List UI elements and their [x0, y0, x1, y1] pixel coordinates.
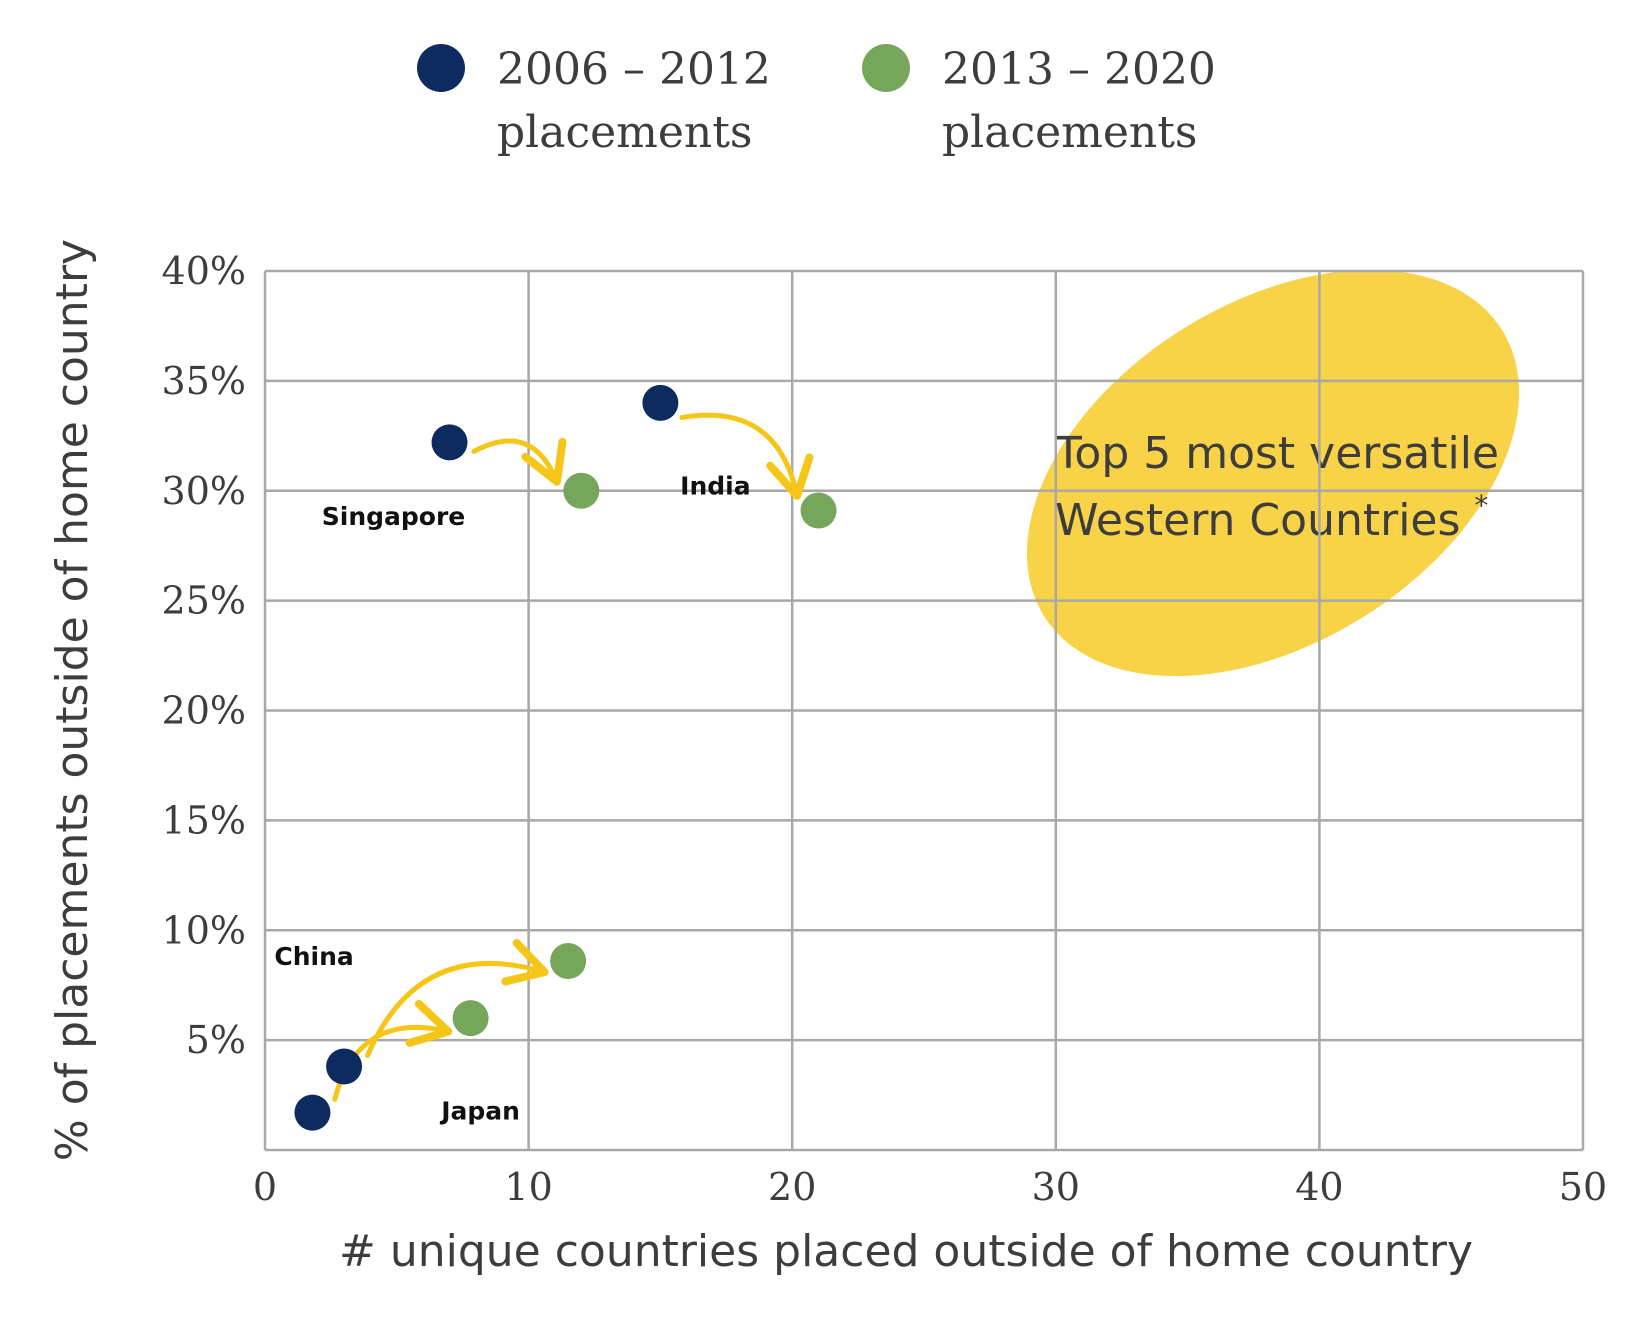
legend-marker-series-2 [862, 44, 910, 92]
legend-label-series-2-line2: placements [942, 107, 1198, 158]
data-point [550, 943, 587, 980]
data-point [800, 492, 837, 529]
y-tick-label: 10% [162, 908, 246, 952]
transition-arrow [365, 939, 549, 1058]
y-tick-label: 25% [162, 579, 246, 623]
annotation-line2-text: Western Countries [1055, 495, 1460, 546]
annotation-group: Top 5 most versatile Western Countries * [1026, 269, 1520, 677]
legend-marker-series-1 [417, 44, 465, 92]
grid [263, 269, 1585, 1152]
annotation-footnote-marker: * [1474, 489, 1488, 522]
data-point [326, 1048, 363, 1085]
legend-label-series-1-line1: 2006 – 2012 [497, 44, 771, 95]
y-tick-label: 20% [162, 689, 246, 733]
annotation-line1: Top 5 most versatile [1054, 428, 1499, 479]
point-labels: Singapore India China Japan [274, 472, 750, 1126]
data-point [452, 1000, 489, 1037]
legend: 2006 – 2012 placements 2013 – 2020 place… [417, 44, 1216, 158]
country-label: India [680, 472, 750, 501]
y-tick-label: 15% [162, 798, 246, 842]
tick-labels: 0 10 20 30 40 50 5% 10% 15% 20% 25% 30% 35% 40% [162, 249, 1608, 1209]
data-point [431, 424, 468, 461]
transition-arrow [679, 412, 814, 500]
country-label: China [274, 942, 353, 971]
annotation-line2: Western Countries * [1055, 489, 1488, 546]
y-tick-label: 35% [162, 359, 246, 403]
x-tick-label: 0 [253, 1165, 277, 1209]
x-tick-label: 40 [1295, 1165, 1343, 1209]
data-point [563, 472, 600, 509]
x-axis-label: # unique countries placed outside of hom… [339, 1226, 1473, 1277]
data-point [294, 1094, 331, 1131]
data-points [294, 384, 837, 1131]
highlight-ellipse [1026, 269, 1520, 677]
country-label: Singapore [322, 502, 466, 531]
legend-label-series-1-line2: placements [497, 107, 753, 158]
x-tick-label: 30 [1032, 1165, 1080, 1209]
y-axis-label: % of placements outside of home country [47, 239, 98, 1161]
data-point [642, 384, 679, 421]
x-tick-label: 50 [1559, 1165, 1607, 1209]
country-label: Japan [439, 1097, 520, 1126]
y-tick-label: 30% [162, 469, 246, 513]
legend-label-series-2-line1: 2013 – 2020 [942, 44, 1216, 95]
x-tick-label: 10 [504, 1165, 552, 1209]
x-tick-label: 20 [768, 1165, 816, 1209]
transition-arrow [471, 437, 567, 486]
y-tick-label: 40% [162, 249, 246, 293]
y-tick-label: 5% [186, 1018, 246, 1062]
